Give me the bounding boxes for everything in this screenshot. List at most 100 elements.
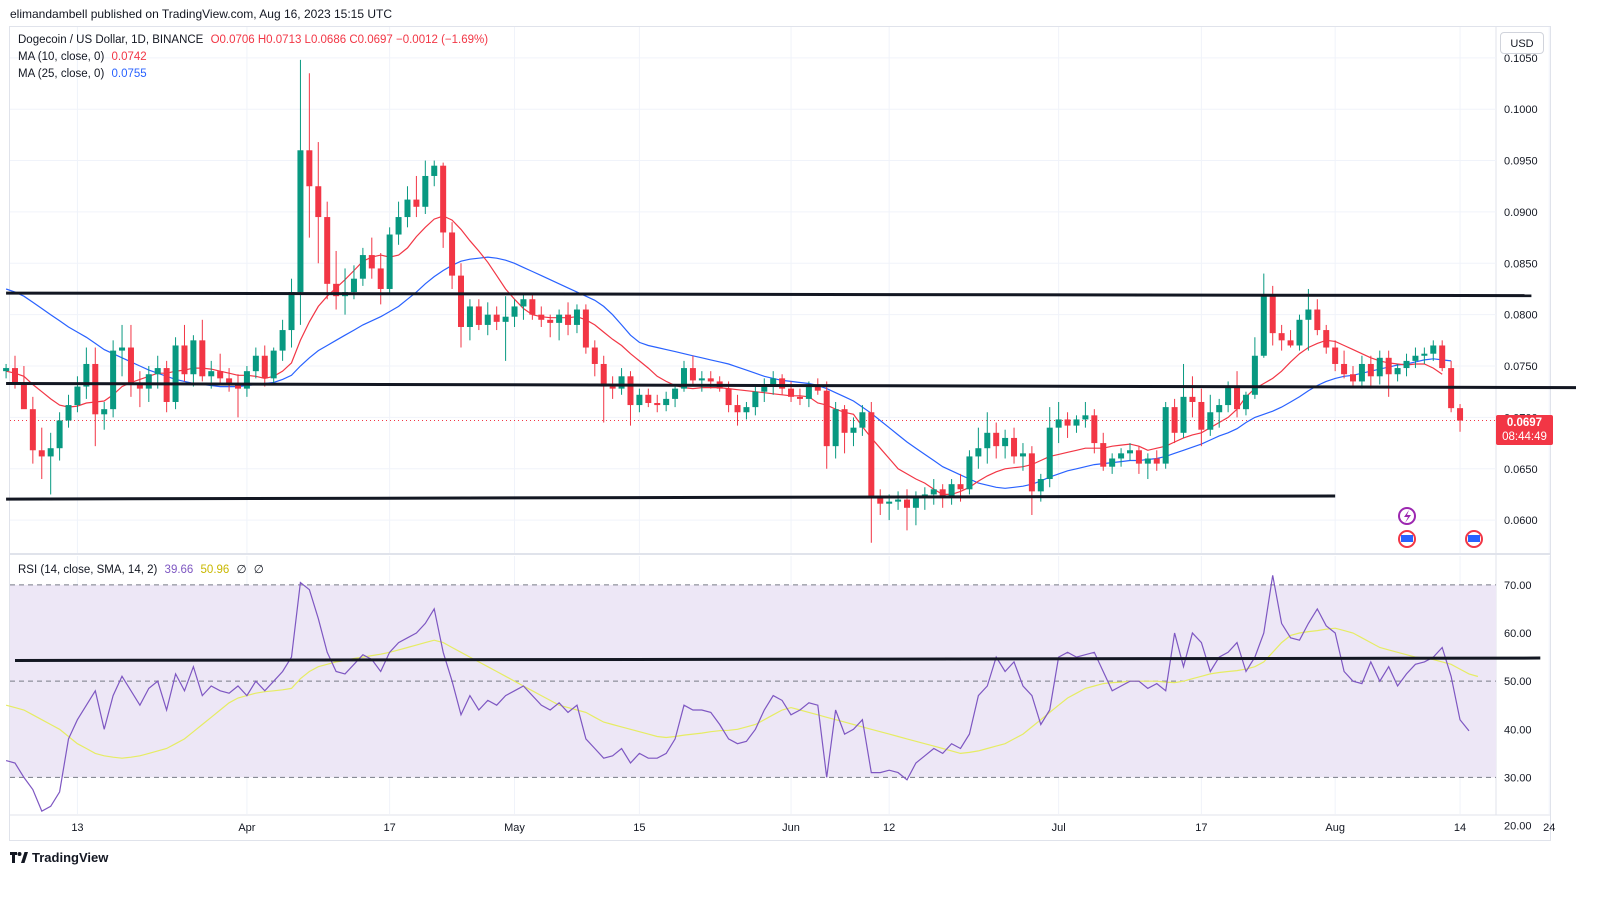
candle-body: [1252, 356, 1258, 395]
candle-body: [48, 448, 54, 456]
candle-body: [1332, 348, 1338, 364]
candle-body: [369, 255, 375, 268]
candle-body: [244, 371, 250, 388]
candle-body: [788, 389, 794, 397]
time-tick-label: 24: [1543, 822, 1555, 834]
rsi-tick-label: 20.00: [1504, 821, 1532, 833]
candle-body: [958, 484, 964, 489]
legend-rsi-extra1: ∅: [237, 564, 247, 576]
candle-body: [181, 345, 187, 374]
candle-body: [904, 500, 910, 508]
support-resistance-line: [6, 496, 1335, 499]
candle-body: [378, 268, 384, 289]
currency-button[interactable]: USD: [1500, 32, 1544, 54]
candle-body: [360, 255, 366, 279]
candle-body: [1350, 374, 1356, 381]
candle-body: [1065, 419, 1071, 425]
candle-body: [538, 315, 544, 320]
candle-body: [1091, 415, 1097, 443]
candle-body: [690, 368, 696, 380]
candle-body: [726, 389, 732, 405]
candle-body: [262, 356, 268, 379]
time-tick-label: Aug: [1325, 822, 1345, 834]
price-tick-label: 0.0750: [1504, 361, 1538, 373]
time-tick-label: 13: [71, 822, 83, 834]
price-tick-label: 0.0650: [1504, 464, 1538, 476]
candle-body: [708, 378, 714, 381]
candle-body: [752, 392, 758, 407]
candle-body: [895, 500, 901, 502]
candle-body: [199, 340, 205, 376]
candle-body: [565, 315, 571, 325]
candle-body: [1305, 310, 1311, 320]
candle-body: [1020, 453, 1026, 456]
candle-body: [1038, 479, 1044, 491]
candle-body: [1368, 364, 1374, 376]
candle-body: [735, 405, 741, 412]
candle-body: [110, 351, 116, 410]
candle-body: [66, 405, 72, 420]
candle-body: [1457, 408, 1463, 420]
candle-body: [833, 409, 839, 446]
candle-body: [190, 340, 196, 374]
rsi-tick-label: 50.00: [1504, 676, 1532, 688]
candle-body: [1118, 453, 1124, 458]
candle-body: [1127, 450, 1133, 453]
candle-body: [654, 403, 660, 405]
price-tick-label: 0.0800: [1504, 310, 1538, 322]
candle-body: [1341, 364, 1347, 374]
candle-body: [1288, 340, 1294, 345]
candle-body: [966, 456, 972, 489]
candle-body: [761, 387, 767, 392]
candle-body: [440, 166, 446, 233]
last-price-value: 0.0697: [1496, 416, 1553, 430]
candle-body: [886, 502, 892, 504]
candle-body: [1207, 412, 1213, 429]
candle-body: [779, 378, 785, 388]
time-tick-label: 17: [1195, 822, 1207, 834]
candle-body: [485, 315, 491, 325]
candle-body: [993, 433, 999, 446]
last-price-tag: 0.0697 08:44:49: [1496, 415, 1553, 445]
support-resistance-line: [6, 293, 1531, 296]
candle-body: [1234, 387, 1240, 410]
candle-body: [208, 371, 214, 376]
candle-body: [806, 387, 812, 399]
candle-body: [529, 299, 535, 314]
candle-body: [404, 200, 410, 217]
candle-body: [1412, 356, 1418, 361]
candle-body: [645, 395, 651, 403]
candle-body: [1323, 330, 1329, 347]
candle-body: [289, 292, 295, 330]
candle-body: [476, 306, 482, 324]
candle-body: [1359, 364, 1365, 381]
candle-body: [1073, 419, 1079, 425]
tradingview-logo-text: TradingView: [32, 850, 108, 865]
candle-body: [1270, 294, 1276, 333]
tradingview-logo[interactable]: TradingView: [10, 850, 108, 865]
candle-body: [1181, 397, 1187, 433]
candle-body: [351, 279, 357, 292]
legend-rsi-sma-value: 50.96: [201, 564, 230, 576]
candle-body: [1243, 395, 1249, 409]
candle-body: [1314, 310, 1320, 331]
candle-body: [1430, 345, 1436, 353]
candle-body: [173, 345, 179, 402]
candle-body: [128, 348, 134, 384]
legend-ohlc: O0.0706 H0.0713 L0.0686 C0.0697 −0.0012 …: [211, 34, 489, 46]
tradingview-logo-icon: [10, 851, 28, 862]
legend-rsi-label: RSI (14, close, SMA, 14, 2): [18, 564, 157, 576]
candle-body: [1395, 368, 1401, 374]
time-tick-label: Jun: [782, 822, 800, 834]
candle-body: [315, 186, 321, 217]
candle-body: [520, 299, 526, 306]
candle-body: [815, 387, 821, 391]
candle-body: [1002, 438, 1008, 446]
candle-body: [253, 356, 259, 371]
time-tick-label: 12: [883, 822, 895, 834]
candle-body: [467, 306, 473, 327]
candle-body: [1189, 397, 1195, 402]
candle-body: [610, 387, 616, 389]
candle-body: [547, 320, 553, 323]
